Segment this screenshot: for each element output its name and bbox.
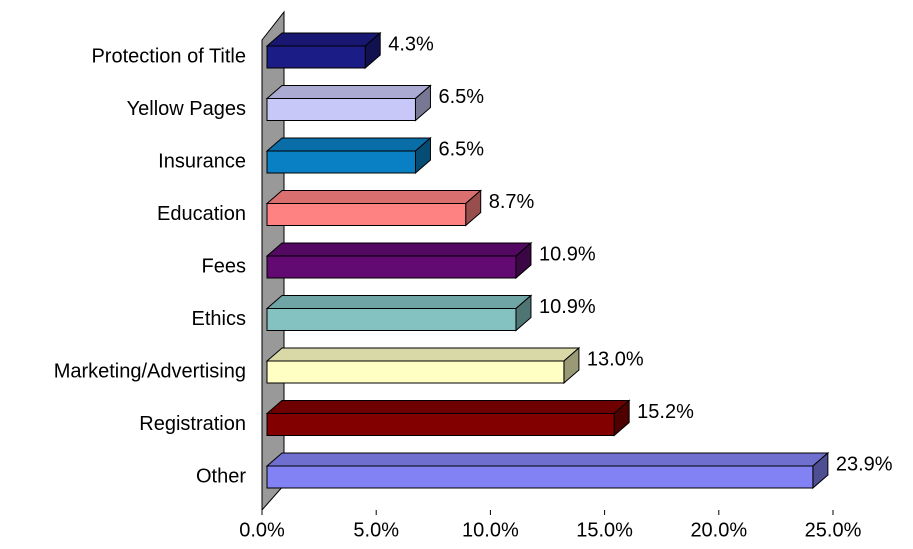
- y-tick-label: Fees: [202, 255, 246, 277]
- y-tick-label: Yellow Pages: [127, 98, 246, 120]
- bar-top: [265, 452, 830, 467]
- bar: [266, 413, 615, 436]
- value-label: 13.0%: [587, 348, 644, 370]
- x-tick-label: 25.0%: [805, 519, 862, 541]
- y-tick-label: Protection of Title: [91, 45, 246, 67]
- x-tick-label: 15.0%: [576, 519, 633, 541]
- bar-top: [265, 85, 432, 99]
- value-label: 4.3%: [388, 33, 434, 55]
- y-tick-label: Registration: [139, 413, 246, 435]
- bar-top: [265, 400, 631, 414]
- bar-top: [265, 137, 432, 152]
- value-label: 10.9%: [539, 243, 596, 265]
- bar-top: [265, 347, 581, 362]
- value-label: 23.9%: [836, 453, 893, 475]
- value-label: 6.5%: [438, 86, 484, 108]
- value-label: 8.7%: [489, 191, 535, 213]
- bar: [266, 360, 565, 384]
- bar: [266, 150, 416, 174]
- bar-top: [265, 32, 382, 47]
- y-tick-label: Marketing/Advertising: [54, 360, 246, 382]
- x-tick-label: 10.0%: [462, 519, 519, 541]
- value-label: 6.5%: [438, 138, 484, 160]
- x-tick-label: 0.0%: [239, 519, 285, 541]
- x-tick-label: 20.0%: [690, 519, 747, 541]
- x-tick-label: 5.0%: [353, 519, 399, 541]
- y-tick-label: Education: [157, 203, 246, 225]
- bar: [266, 203, 467, 226]
- y-tick-label: Insurance: [158, 150, 246, 172]
- bar-top: [265, 295, 533, 309]
- bar: [266, 45, 366, 69]
- bar: [266, 255, 517, 279]
- bar: [266, 98, 416, 121]
- bar: [266, 465, 814, 489]
- y-tick-label: Ethics: [192, 308, 246, 330]
- bar: [266, 308, 517, 331]
- value-label: 10.9%: [539, 296, 596, 318]
- bar-top: [265, 242, 533, 257]
- bar-top: [265, 190, 483, 204]
- y-tick-label: Other: [196, 465, 246, 487]
- value-label: 15.2%: [637, 401, 694, 423]
